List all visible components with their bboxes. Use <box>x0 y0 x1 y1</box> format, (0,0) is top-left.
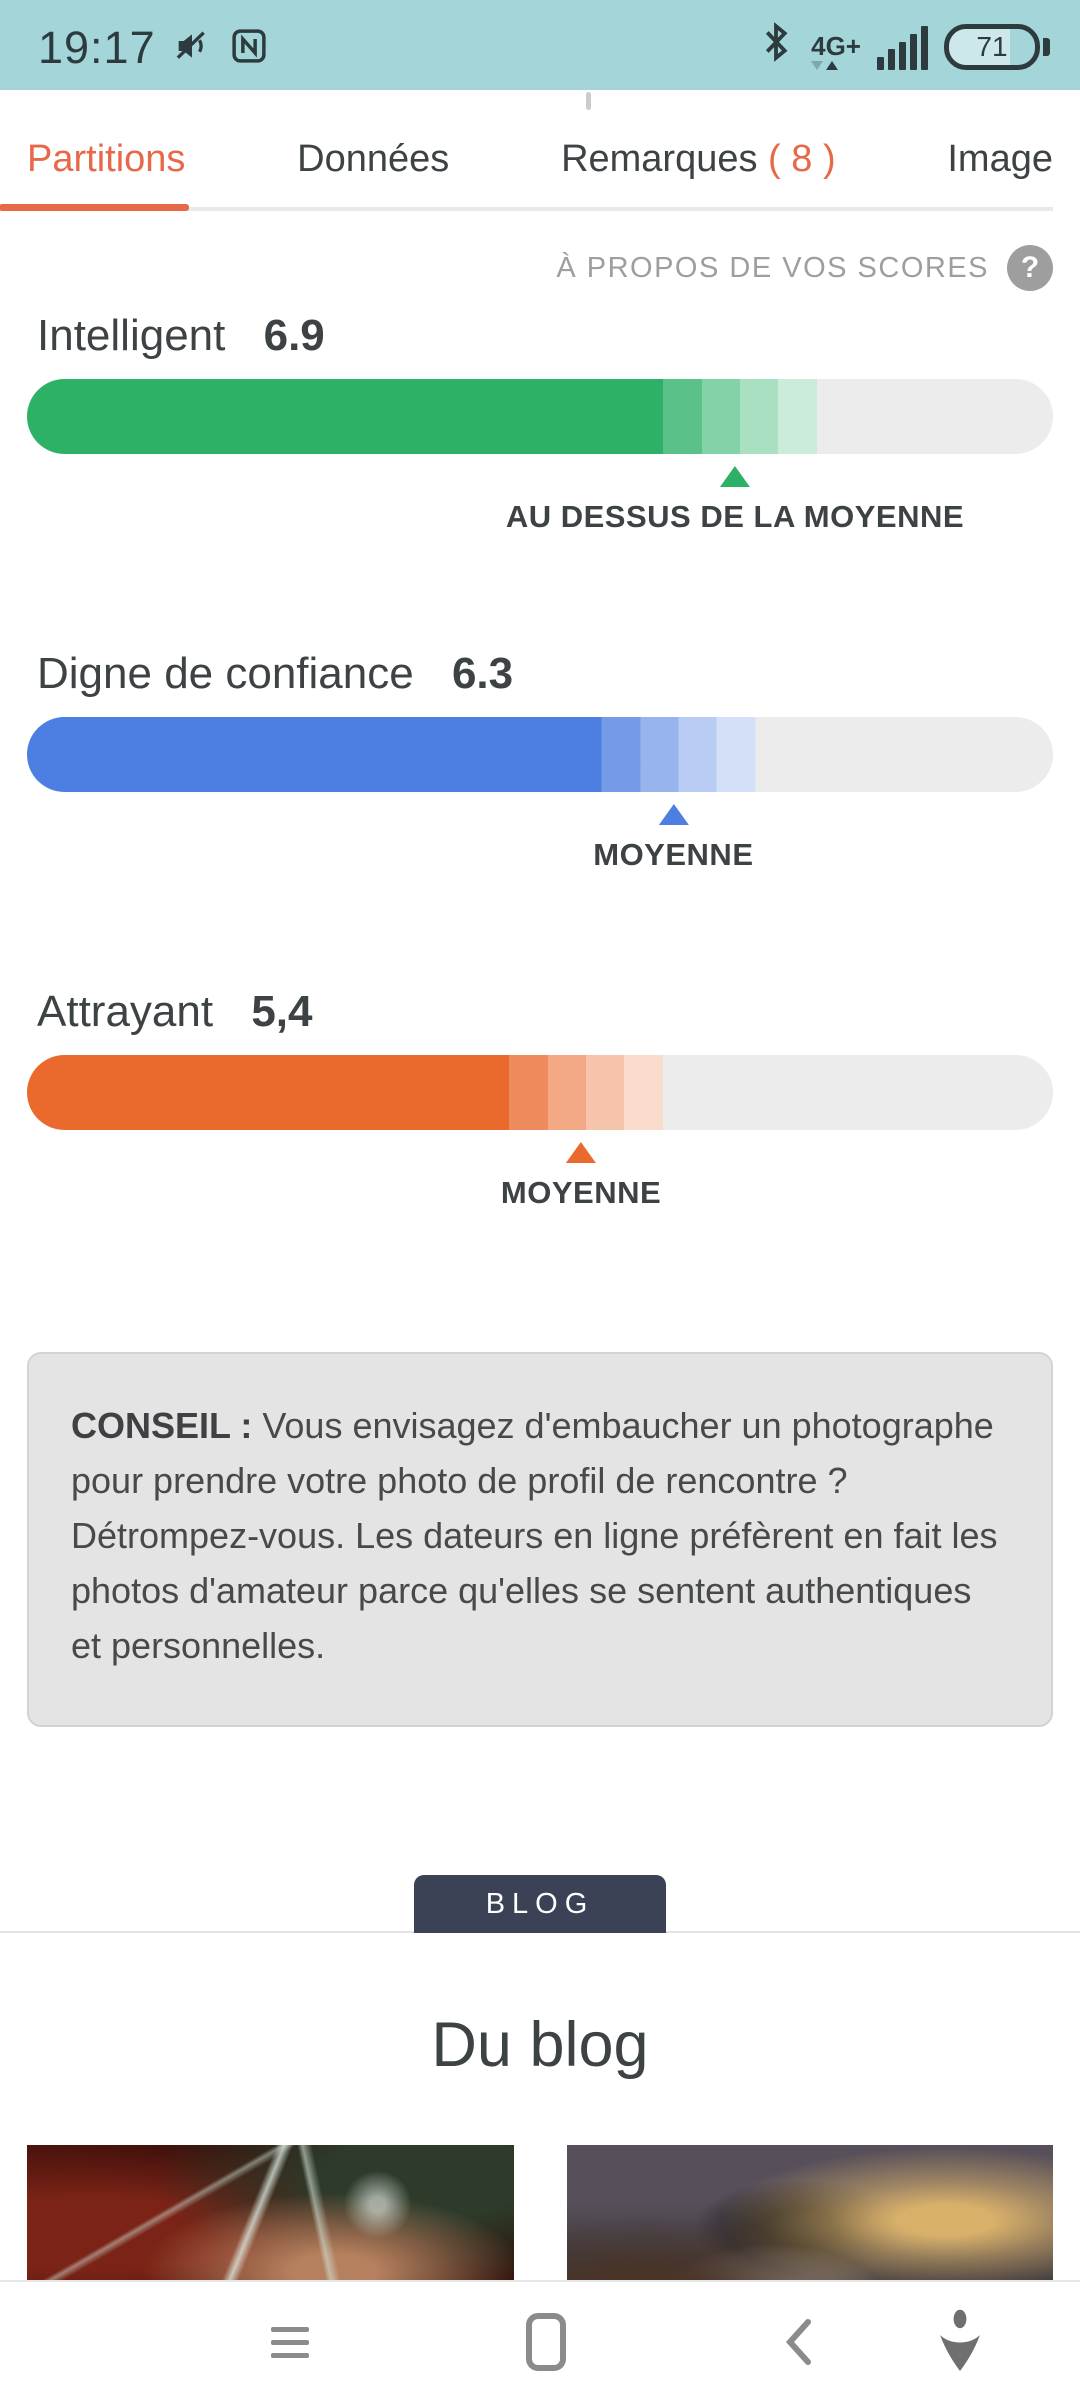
marker-label: AU DESSUS DE LA MOYENNE <box>505 499 965 534</box>
score-label: Intelligent <box>37 311 226 360</box>
scores-panel: À PROPOS DE VOS SCORES ? Intelligent 6.9… <box>0 245 1080 1727</box>
signal-bars-icon <box>877 25 928 70</box>
network-type-label: 4G+ <box>811 30 861 61</box>
about-scores-label[interactable]: À PROPOS DE VOS SCORES <box>556 251 989 284</box>
tip-text: Vous envisagez d'embaucher un photograph… <box>71 1405 998 1666</box>
person-icon <box>940 2309 980 2371</box>
average-marker: MOYENNE <box>593 804 753 873</box>
about-scores-row: À PROPOS DE VOS SCORES ? <box>27 245 1053 291</box>
tip-box: CONSEIL : Vous envisagez d'embaucher un … <box>27 1352 1053 1727</box>
average-marker: AU DESSUS DE LA MOYENNE <box>506 466 964 535</box>
tab-image[interactable]: Image <box>947 138 1053 180</box>
triangle-marker-icon <box>658 804 689 825</box>
battery-percent: 71 <box>976 30 1008 62</box>
bluetooth-icon <box>757 19 795 70</box>
marker-label: MOYENNE <box>593 837 754 872</box>
score-label: Digne de confiance <box>37 649 414 698</box>
status-right: 4G+ 71 <box>757 19 1050 78</box>
triangle-marker-icon <box>566 1142 597 1163</box>
blog-heading: Du blog <box>431 2010 649 2080</box>
score-label: Attrayant <box>37 987 214 1036</box>
tab-donnees[interactable]: Données <box>297 138 450 180</box>
tab-bar: Partitions Données Remarques ( 8 ) Image <box>0 90 1053 211</box>
score-value: 5,4 <box>251 987 313 1036</box>
score-value: 6.9 <box>263 311 325 360</box>
help-icon[interactable]: ? <box>1007 245 1053 291</box>
network-activity-icon <box>811 60 839 70</box>
marker-label: MOYENNE <box>500 1175 662 1210</box>
score-section-confiance: Digne de confiance 6.3 MOYENNE <box>27 649 1053 888</box>
back-button[interactable] <box>760 2282 840 2400</box>
nfc-icon <box>228 25 270 72</box>
score-bar <box>27 379 1053 454</box>
tab-remarques[interactable]: Remarques ( 8 ) <box>561 138 836 180</box>
battery-icon: 71 <box>944 23 1050 70</box>
recents-icon <box>271 2319 309 2366</box>
network-indicator: 4G+ <box>811 33 861 70</box>
clock: 19:17 <box>38 22 156 73</box>
blog-badge[interactable]: BLOG <box>414 1875 666 1933</box>
vibrate-off-icon <box>172 26 212 71</box>
home-icon <box>526 2313 566 2371</box>
blog-separator: BLOG <box>0 1875 1080 1933</box>
score-value: 6.3 <box>451 649 514 698</box>
recents-button[interactable] <box>250 2282 330 2400</box>
floating-assistant-button[interactable] <box>920 2282 1000 2400</box>
remarques-count-badge: ( 8 ) <box>768 138 836 180</box>
tab-partitions[interactable]: Partitions <box>0 138 190 211</box>
score-bar <box>27 717 1053 792</box>
score-bar <box>27 1055 1053 1130</box>
scrollbar-thumb[interactable] <box>586 92 591 110</box>
status-bar: 19:17 4G+ <box>0 0 1080 90</box>
battery-fill <box>949 28 1011 65</box>
back-icon <box>785 2319 811 2365</box>
triangle-marker-icon <box>719 466 750 487</box>
home-button[interactable] <box>506 2282 586 2400</box>
tip-label: CONSEIL : <box>71 1405 253 1446</box>
system-navbar <box>0 2280 1080 2400</box>
score-section-attrayant: Attrayant 5,4 MOYENNE <box>27 987 1053 1226</box>
average-marker: MOYENNE <box>501 1142 661 1211</box>
status-left: 19:17 <box>38 22 270 74</box>
score-section-intelligent: Intelligent 6.9 AU DESSUS DE LA MOYENNE <box>27 311 1053 550</box>
